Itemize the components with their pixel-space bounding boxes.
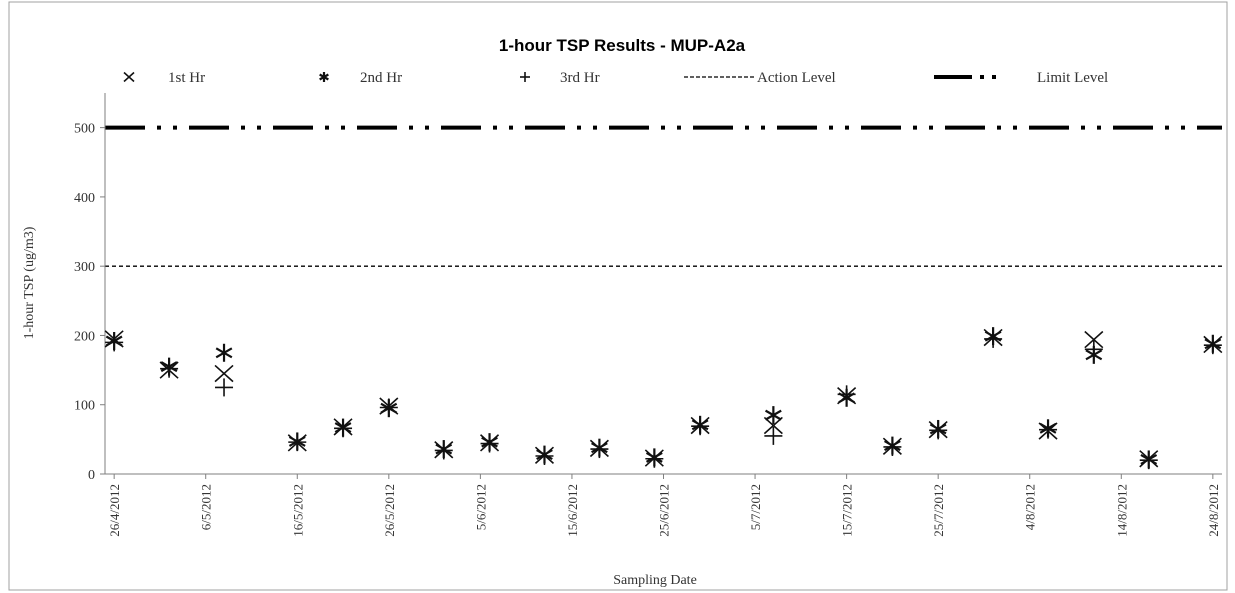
- x-axis-label: Sampling Date: [613, 573, 697, 588]
- x-tick-label: 24/8/2012: [1206, 484, 1221, 537]
- data-point-1st-hr: [763, 416, 783, 435]
- data-point-3rd-hr: [984, 329, 1003, 348]
- data-point-3rd-hr: [105, 333, 124, 352]
- y-tick-label: 200: [74, 329, 95, 344]
- x-tick-label: 16/5/2012: [290, 484, 305, 537]
- legend-marker-2nd-hr: [319, 72, 329, 82]
- legend-label-1st-hr: 1st Hr: [168, 70, 205, 86]
- reference-lines: [105, 125, 1222, 267]
- y-tick-label: 0: [88, 468, 95, 483]
- y-axis-ticks: 0 100 200 300 400 500: [74, 122, 105, 483]
- data-points: [104, 327, 1223, 470]
- data-point-3rd-hr: [929, 421, 948, 440]
- x-tick-label: 15/7/2012: [840, 484, 855, 537]
- data-point-3rd-hr: [288, 433, 307, 452]
- x-tick-label: 26/5/2012: [382, 484, 397, 537]
- data-point-3rd-hr: [590, 440, 609, 459]
- data-point-3rd-hr: [535, 446, 554, 465]
- data-point-3rd-hr: [434, 441, 453, 460]
- data-point-3rd-hr: [1203, 336, 1222, 355]
- legend: 1st Hr 2nd Hr 3rd Hr Action Level Limit Leve…: [123, 70, 1108, 86]
- data-point-3rd-hr: [764, 426, 783, 445]
- legend-label-3rd-hr: 3rd Hr: [560, 70, 600, 86]
- data-point-3rd-hr: [837, 385, 856, 404]
- x-tick-label: 15/6/2012: [565, 484, 580, 537]
- data-point-3rd-hr: [645, 449, 664, 468]
- y-tick-label: 400: [74, 191, 95, 206]
- x-tick-label: 25/6/2012: [657, 484, 672, 537]
- data-point-3rd-hr: [334, 419, 353, 438]
- data-point-3rd-hr: [1039, 420, 1058, 439]
- data-point-1st-hr: [1084, 330, 1104, 349]
- x-tick-label: 6/5/2012: [199, 484, 214, 530]
- x-tick-label: 25/7/2012: [931, 484, 946, 537]
- data-point-1st-hr: [214, 364, 234, 383]
- data-point-3rd-hr: [1084, 340, 1103, 359]
- legend-marker-3rd-hr: [520, 72, 530, 82]
- x-tick-label: 26/4/2012: [107, 484, 122, 537]
- chart-title: 1-hour TSP Results - MUP-A2a: [499, 36, 746, 55]
- chart-frame: [8, 1, 1228, 591]
- data-point-3rd-hr: [160, 359, 179, 378]
- y-tick-label: 300: [74, 260, 95, 275]
- x-tick-label: 4/8/2012: [1023, 484, 1038, 530]
- legend-label-action-level: Action Level: [757, 70, 836, 86]
- legend-label-limit-level: Limit Level: [1037, 70, 1108, 86]
- y-axis-label: 1-hour TSP (ug/m3): [22, 226, 37, 339]
- data-point-3rd-hr: [379, 398, 398, 417]
- y-tick-label: 500: [74, 122, 95, 137]
- data-point-3rd-hr: [1139, 451, 1158, 470]
- data-point-2nd-hr: [215, 343, 233, 362]
- x-axis-ticks: 26/4/2012 6/5/2012 16/5/2012 26/5/2012 5/6/2…: [107, 474, 1221, 537]
- data-point-2nd-hr: [764, 406, 782, 425]
- data-point-3rd-hr: [883, 437, 902, 456]
- data-point-3rd-hr: [480, 434, 499, 453]
- x-tick-label: 14/8/2012: [1114, 484, 1129, 537]
- legend-marker-1st-hr: [123, 71, 135, 83]
- x-tick-label: 5/6/2012: [473, 484, 488, 530]
- y-tick-label: 100: [74, 399, 95, 414]
- data-point-3rd-hr: [215, 378, 234, 397]
- data-point-3rd-hr: [691, 417, 710, 436]
- x-tick-label: 5/7/2012: [748, 484, 763, 530]
- legend-label-2nd-hr: 2nd Hr: [360, 70, 402, 86]
